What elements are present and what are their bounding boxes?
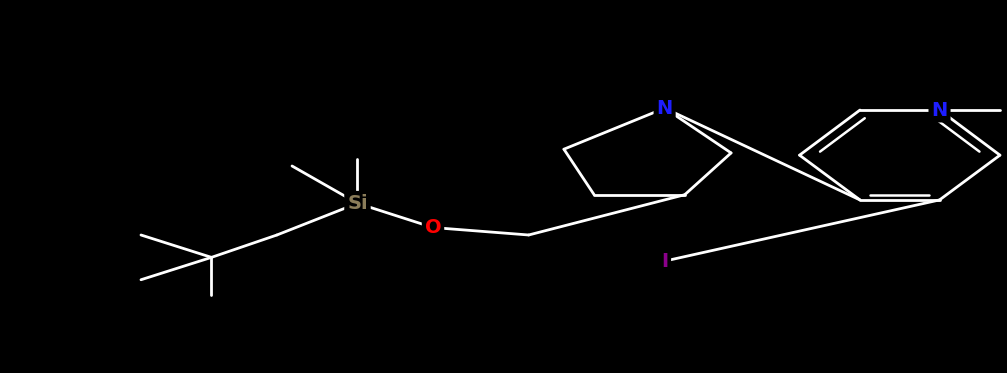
Text: N: N <box>657 99 673 117</box>
Text: Si: Si <box>347 194 368 213</box>
Text: N: N <box>931 101 948 119</box>
Text: I: I <box>661 252 669 270</box>
Text: O: O <box>425 218 441 237</box>
